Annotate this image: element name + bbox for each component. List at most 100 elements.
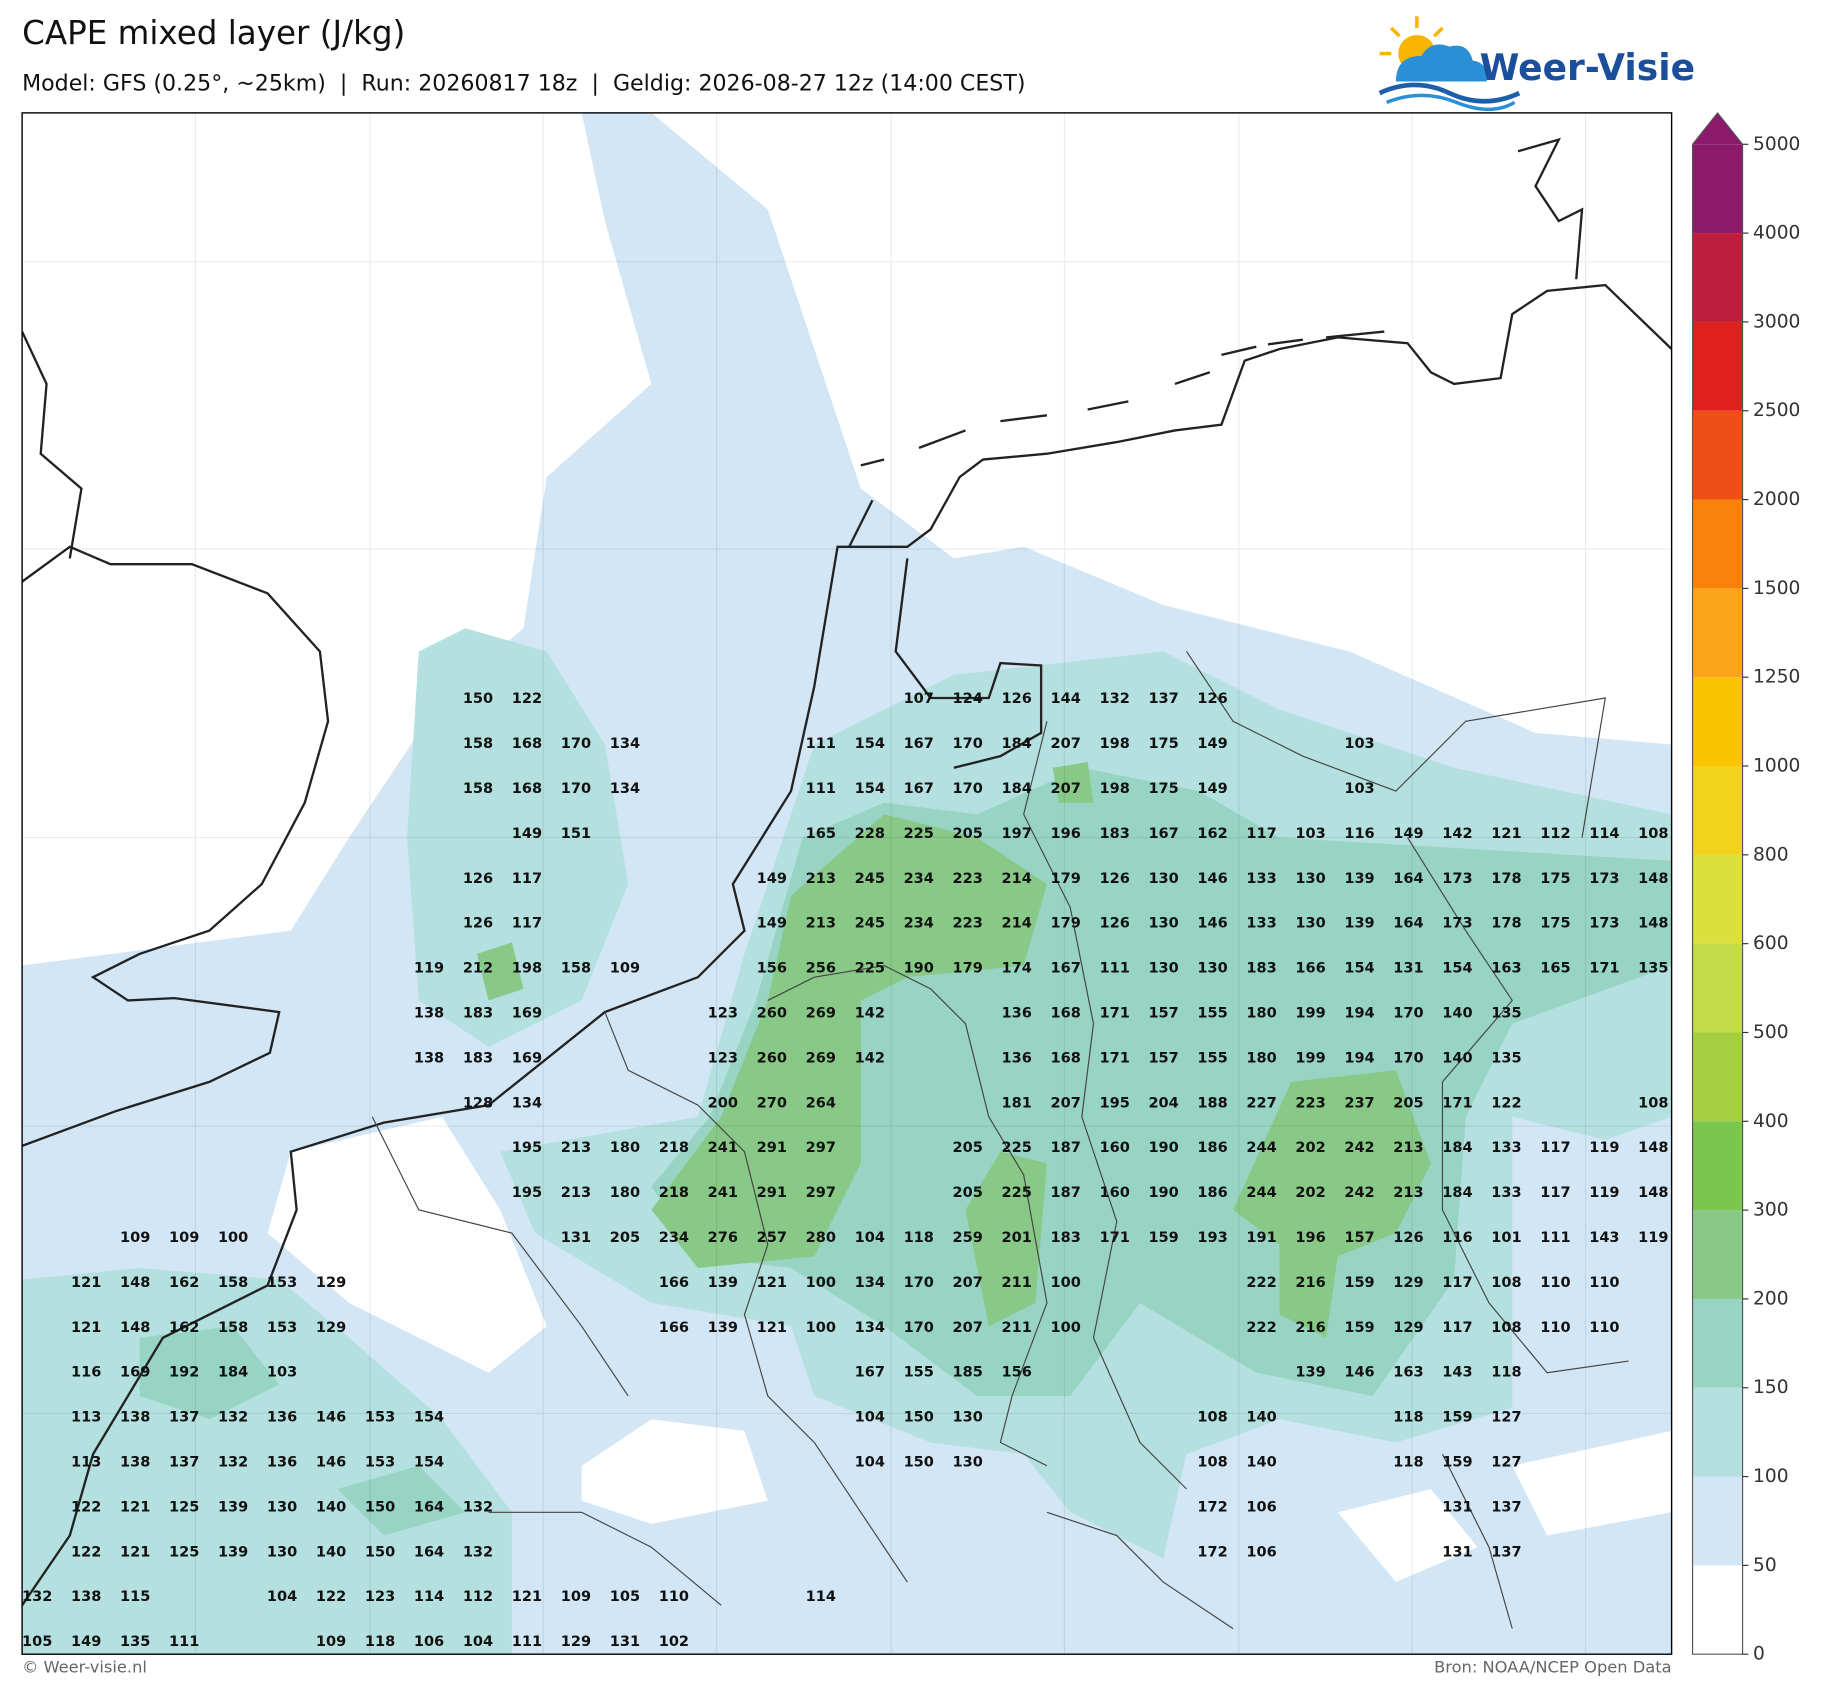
cape-value: 244 — [1246, 1185, 1276, 1201]
colorbar-label: 4000 — [1753, 223, 1800, 244]
cape-value: 153 — [267, 1320, 297, 1336]
cape-value: 146 — [1344, 1365, 1374, 1381]
cape-value: 160 — [1099, 1185, 1129, 1201]
colorbar-label: 800 — [1753, 844, 1789, 865]
cape-value: 129 — [1393, 1275, 1423, 1291]
cape-value: 154 — [1344, 961, 1374, 977]
cape-value: 164 — [414, 1544, 444, 1560]
cape-value: 109 — [610, 961, 640, 977]
colorbar-label: 50 — [1753, 1555, 1777, 1576]
cape-value: 207 — [953, 1275, 983, 1291]
cape-value: 195 — [512, 1185, 542, 1201]
cape-value: 108 — [1491, 1320, 1521, 1336]
cape-value: 104 — [855, 1230, 885, 1246]
cape-value: 133 — [1491, 1185, 1521, 1201]
cape-value: 223 — [953, 871, 983, 887]
cape-value: 135 — [120, 1634, 150, 1650]
colorbar-band — [1692, 144, 1743, 234]
cape-value: 149 — [1197, 736, 1227, 752]
cape-value: 190 — [1148, 1140, 1178, 1156]
cape-value: 149 — [757, 916, 787, 932]
colorbar-band — [1692, 588, 1743, 678]
cape-value: 118 — [1491, 1365, 1521, 1381]
cape-value: 134 — [610, 736, 640, 752]
cape-value: 132 — [1099, 691, 1129, 707]
cape-value: 130 — [1295, 916, 1325, 932]
cape-value: 269 — [806, 1050, 836, 1066]
cape-value: 205 — [953, 826, 983, 842]
value-layer: 150 122 107 124 126 144 132 137 126 158 168 170 134 1… — [22, 691, 1668, 1650]
cape-value: 130 — [267, 1544, 297, 1560]
cape-value: 178 — [1491, 871, 1521, 887]
cape-value: 127 — [1491, 1454, 1521, 1470]
cape-value: 134 — [610, 781, 640, 797]
colorbar-band — [1692, 766, 1743, 855]
cape-value: 183 — [1050, 1230, 1080, 1246]
cape-value: 173 — [1442, 871, 1472, 887]
cape-value: 142 — [855, 1005, 885, 1021]
cape-value: 170 — [1393, 1050, 1423, 1066]
cape-value: 150 — [904, 1410, 934, 1426]
cape-value: 166 — [659, 1320, 689, 1336]
cape-value: 186 — [1197, 1140, 1227, 1156]
cape-value: 105 — [22, 1634, 52, 1650]
cape-value: 168 — [512, 781, 542, 797]
cape-value: 291 — [757, 1140, 787, 1156]
cape-value: 181 — [1002, 1095, 1032, 1111]
colorbar-band — [1692, 854, 1743, 944]
cape-value: 205 — [1393, 1095, 1423, 1111]
logo: Weer-Visie — [1378, 16, 1695, 112]
cape-value: 129 — [561, 1634, 591, 1650]
cape-value: 207 — [1050, 781, 1080, 797]
cape-value: 242 — [1344, 1185, 1374, 1201]
cape-value: 191 — [1246, 1230, 1276, 1246]
colorbar: 0 50 100 150 200 300 400 500 600 800 1000 1250 1500 2… — [1691, 111, 1800, 1665]
cape-value: 175 — [1148, 781, 1178, 797]
cape-value: 146 — [1197, 871, 1227, 887]
cape-value: 139 — [708, 1320, 738, 1336]
cape-value: 121 — [757, 1320, 787, 1336]
cape-value: 157 — [1148, 1050, 1178, 1066]
cape-value: 173 — [1589, 871, 1619, 887]
cape-value: 170 — [953, 736, 983, 752]
cape-value: 108 — [1197, 1454, 1227, 1470]
cape-value: 126 — [1197, 691, 1227, 707]
cape-value: 148 — [120, 1275, 150, 1291]
cape-value: 169 — [512, 1005, 542, 1021]
cape-value: 119 — [1638, 1230, 1668, 1246]
cape-value: 214 — [1002, 871, 1032, 887]
cape-value: 198 — [512, 961, 542, 977]
cape-value: 121 — [71, 1320, 101, 1336]
cape-value: 123 — [708, 1050, 738, 1066]
cape-value: 149 — [1393, 826, 1423, 842]
cape-value: 140 — [316, 1544, 346, 1560]
cape-value: 185 — [953, 1365, 983, 1381]
cape-value: 175 — [1148, 736, 1178, 752]
colorbar-label: 1500 — [1753, 578, 1800, 599]
colorbar-label: 500 — [1753, 1022, 1789, 1043]
cape-value: 100 — [806, 1275, 836, 1291]
cape-value: 112 — [1540, 826, 1570, 842]
colorbar-label: 5000 — [1753, 134, 1800, 155]
cape-value: 107 — [904, 691, 934, 707]
cape-value: 227 — [1246, 1095, 1276, 1111]
cape-value: 148 — [1638, 871, 1668, 887]
cape-value: 297 — [806, 1185, 836, 1201]
cape-value: 164 — [414, 1499, 444, 1515]
cape-value: 164 — [1393, 871, 1423, 887]
cape-value: 188 — [1197, 1095, 1227, 1111]
cape-value: 213 — [561, 1185, 591, 1201]
cape-value: 200 — [708, 1095, 738, 1111]
cape-value: 222 — [1246, 1275, 1276, 1291]
cape-value: 183 — [463, 1050, 493, 1066]
colorbar-label: 600 — [1753, 933, 1789, 954]
cape-value: 149 — [757, 871, 787, 887]
cape-value: 211 — [1002, 1275, 1032, 1291]
cape-value: 156 — [1002, 1365, 1032, 1381]
colorbar-band — [1692, 321, 1743, 411]
cape-value: 158 — [463, 781, 493, 797]
cape-value: 114 — [1589, 826, 1619, 842]
colorbar-band — [1692, 943, 1743, 1033]
cape-value: 158 — [218, 1320, 248, 1336]
cape-value: 199 — [1295, 1005, 1325, 1021]
